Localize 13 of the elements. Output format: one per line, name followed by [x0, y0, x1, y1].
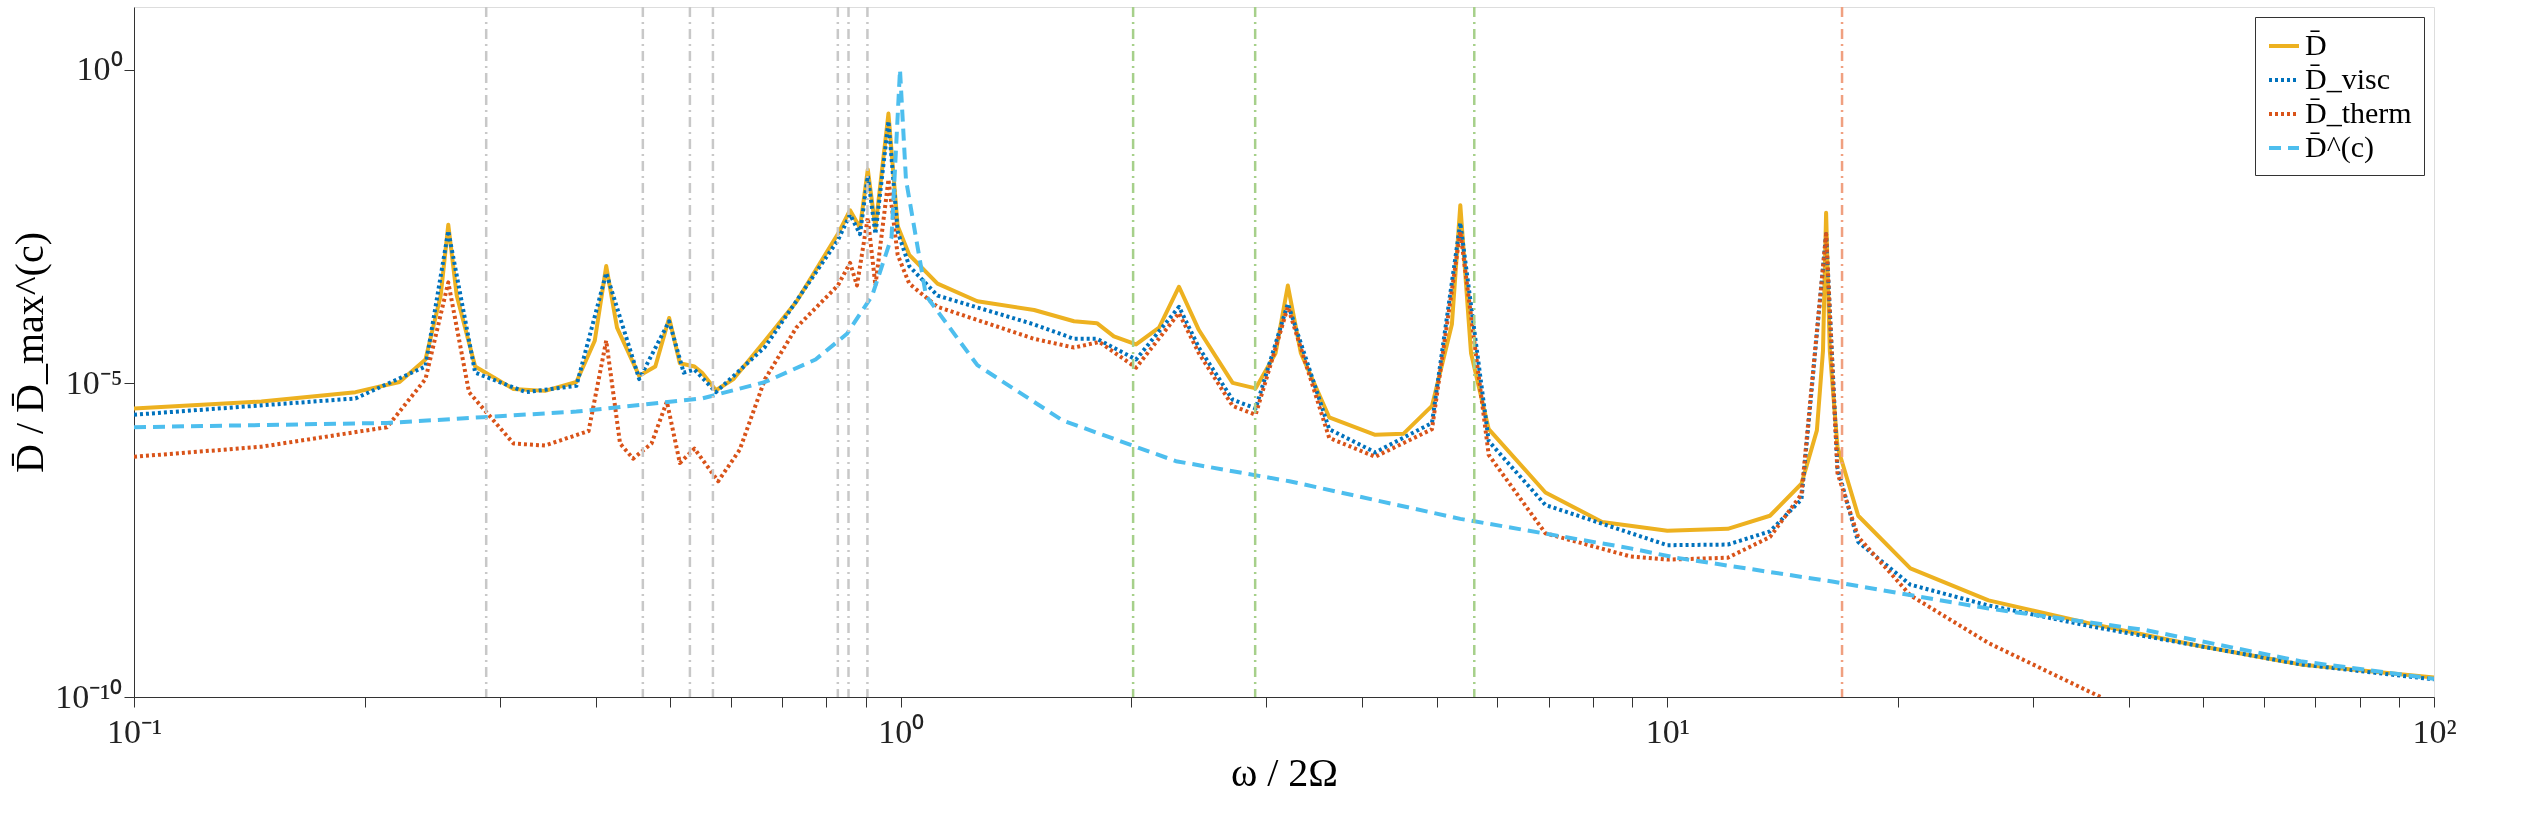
x-axis-title: ω / 2Ω — [1230, 749, 1339, 795]
y-tick-label: 10⁰ — [76, 50, 123, 88]
legend-label: D̄_visc — [2305, 62, 2390, 95]
y-axis-title: D̄ / D̄_max^(c) — [7, 232, 53, 473]
legend-label: D̄ — [2305, 28, 2327, 61]
x-tick-label: 10¹ — [1645, 712, 1690, 750]
legend-label: D̄_therm — [2305, 96, 2412, 129]
x-tick-label: 10² — [2412, 712, 2457, 750]
y-tick-label: 10⁻¹⁰ — [55, 677, 123, 715]
legend-label: D̄^(c) — [2305, 130, 2375, 164]
x-tick-label: 10⁰ — [878, 712, 925, 750]
x-tick-label: 10⁻¹ — [106, 712, 163, 750]
y-tick-label: 10⁻⁵ — [65, 363, 123, 401]
